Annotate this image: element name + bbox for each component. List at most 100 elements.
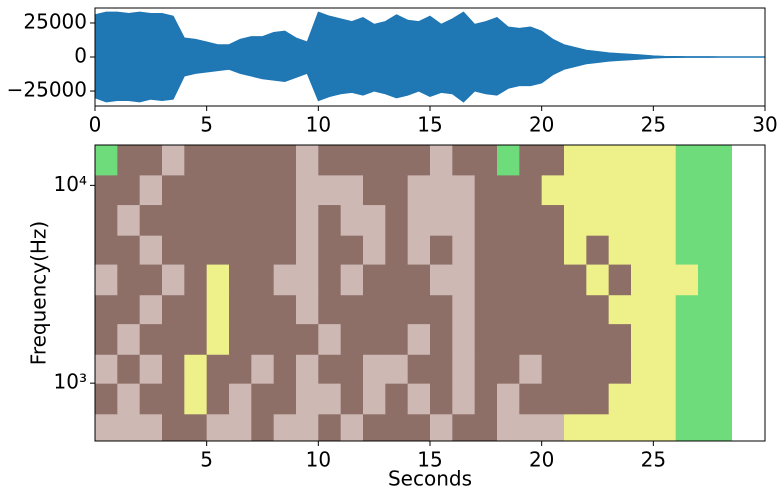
spectrogram-cell [720, 204, 732, 236]
spectrogram-cell [117, 204, 141, 236]
spectrogram-cell [162, 354, 185, 384]
spectrogram-cell [117, 294, 141, 325]
spectrogram-cell [474, 264, 498, 296]
spectrogram-cell [117, 235, 141, 265]
spectrogram-cell [698, 204, 721, 236]
spectrogram-cell [541, 264, 565, 296]
spectrogram-cell [631, 204, 654, 236]
spectrogram-cell [184, 323, 208, 355]
spectrogram-cell [95, 354, 118, 384]
spectrogram-cell [452, 354, 476, 384]
spectrogram-cell [162, 383, 185, 415]
spectrogram-cell [296, 204, 319, 236]
spectrogram-cell [340, 413, 364, 442]
spectrogram-cell [653, 294, 677, 325]
x-tick-label: 20 [529, 113, 554, 137]
spectrogram-cell [519, 174, 543, 206]
spectrogram-cell [385, 204, 409, 236]
spectrogram-cell [631, 354, 654, 384]
spectrogram-cell [117, 323, 141, 355]
spectrogram-cell [318, 174, 342, 206]
spectrogram-cell [206, 383, 230, 415]
spectrogram-cell [430, 354, 453, 384]
spectrogram-cell [541, 294, 565, 325]
spectrogram-cell [296, 383, 319, 415]
spectrogram-cell [385, 383, 409, 415]
spectrogram-cell [519, 145, 543, 176]
spectrogram-cell [184, 383, 208, 415]
spectrogram-cell [184, 413, 208, 442]
spectrogram-cell [698, 413, 721, 442]
spectrogram-cell [608, 145, 632, 176]
spectrogram-cell [318, 145, 342, 176]
spectrogram-cell [251, 323, 275, 355]
spectrogram-cell [139, 204, 163, 236]
spectrogram-cell [117, 413, 141, 442]
spectrogram-cell [139, 174, 163, 206]
spectrogram-cell [139, 294, 163, 325]
spectrogram-cell [631, 235, 654, 265]
spectrogram-cell [363, 383, 386, 415]
spectrogram-cell [363, 354, 386, 384]
spectrogram-cell [363, 264, 386, 296]
spectrogram-cell [653, 204, 677, 236]
spectrogram-cell [139, 354, 163, 384]
spectrogram-cell [318, 294, 342, 325]
spectrogram-cell [229, 354, 252, 384]
spectrogram-cell [296, 354, 319, 384]
spectrogram-cell [385, 145, 409, 176]
spectrogram-cell [474, 323, 498, 355]
spectrogram-cell [430, 145, 453, 176]
spectrogram-cell [363, 174, 386, 206]
spectrogram-cell [407, 383, 431, 415]
spectrogram-cell [385, 235, 409, 265]
spectrogram-cell [162, 235, 185, 265]
spectrogram-cell [519, 204, 543, 236]
spectrogram-cell [184, 145, 208, 176]
spectrogram-cell [720, 413, 732, 442]
spectrogram-cell [698, 235, 721, 265]
spectrogram-cell [251, 235, 275, 265]
spectrogram-cell [720, 235, 732, 265]
spectrogram-cell [586, 383, 610, 415]
spectrogram-cell [497, 264, 520, 296]
spectrogram-cell [363, 145, 386, 176]
spectrogram-cell [698, 174, 721, 206]
spectrogram-cell [340, 204, 364, 236]
spectrogram-cell [273, 264, 297, 296]
spectrogram-cell [251, 294, 275, 325]
spectrogram-cell [139, 323, 163, 355]
spectrogram-cell [318, 235, 342, 265]
spectrogram-cell [720, 294, 732, 325]
spectrogram-cell [229, 383, 252, 415]
x-tick-label: 15 [417, 113, 442, 137]
spectrogram-cell [95, 294, 118, 325]
spectrogram-cell [497, 174, 520, 206]
spectrogram-cell [273, 174, 297, 206]
spectrogram-cell [340, 323, 364, 355]
spectrogram-cell [251, 264, 275, 296]
spectrogram-cell [608, 174, 632, 206]
spectrogram-cell [608, 294, 632, 325]
spectrogram-cell [251, 354, 275, 384]
spectrogram-cell [95, 413, 118, 442]
spectrogram-cell [675, 235, 699, 265]
x-tick-label: 10 [306, 448, 331, 472]
spectrogram-cell [206, 264, 230, 296]
spectrogram-cell [564, 145, 587, 176]
spectrogram-cell [407, 235, 431, 265]
spectrogram-cell [251, 383, 275, 415]
spectrogram-cell [474, 294, 498, 325]
spectrogram-cell [519, 264, 543, 296]
spectrogram-cell [340, 294, 364, 325]
spectrogram-cell [162, 174, 185, 206]
spectrogram-cell [519, 235, 543, 265]
spectrogram-cell [720, 264, 732, 296]
spectrogram-cell [474, 204, 498, 236]
spectrogram-cell [519, 354, 543, 384]
spectrogram-cell [139, 383, 163, 415]
spectrogram-cell [162, 204, 185, 236]
spectrogram-cell [564, 204, 587, 236]
spectrogram-cell [385, 294, 409, 325]
spectrogram-cell [430, 235, 453, 265]
